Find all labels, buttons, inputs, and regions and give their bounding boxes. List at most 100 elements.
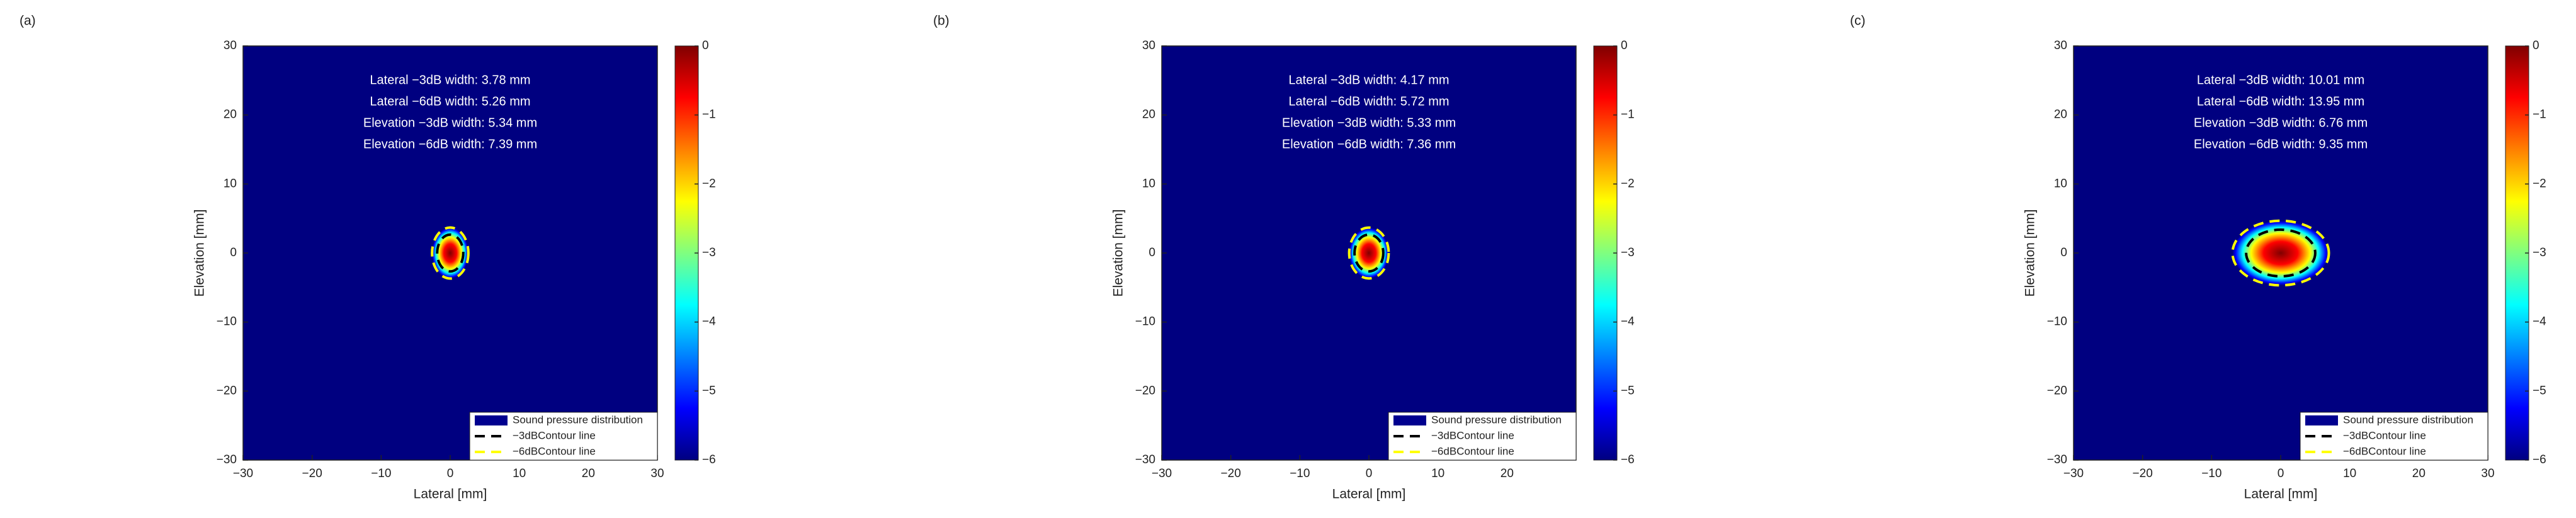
colorbar-tick-label: −1 <box>1621 108 1635 121</box>
y-tick-label: 20 <box>224 108 237 121</box>
annotation: Elevation −6dB width: 9.35 mm <box>2194 137 2368 151</box>
legend-label: −6dBContour line <box>2343 445 2426 457</box>
x-tick-label: −10 <box>371 467 391 480</box>
contour-6db <box>2231 219 2330 287</box>
y-tick-label: −30 <box>1135 453 1155 466</box>
x-tick-label: 20 <box>582 467 595 480</box>
contour-6db <box>1348 226 1390 280</box>
colorbar-tick-label: −5 <box>1621 384 1635 397</box>
contour-3db <box>436 233 465 273</box>
contour-3db <box>1353 233 1385 273</box>
x-tick-label: 10 <box>2343 467 2356 480</box>
y-axis-label: Elevation [mm] <box>1111 210 1126 297</box>
x-tick-label: −10 <box>1290 467 1310 480</box>
x-tick-label: −30 <box>1152 467 1172 480</box>
colorbar-tick-label: −4 <box>702 315 716 329</box>
y-tick-label: 0 <box>2060 246 2067 259</box>
colorbar <box>2505 45 2529 461</box>
legend-label: −6dBContour line <box>1431 445 1514 457</box>
y-tick-label: 30 <box>1142 39 1155 52</box>
x-tick-label: 30 <box>2481 467 2494 480</box>
panel-label: (c) <box>1850 14 1866 28</box>
colorbar-tick-label: −1 <box>702 108 716 121</box>
annotation: Lateral −6dB width: 13.95 mm <box>2197 94 2364 108</box>
y-tick-label: −10 <box>1135 315 1155 329</box>
legend-label: Sound pressure distribution <box>513 414 643 425</box>
y-tick-label: 30 <box>224 39 237 52</box>
colorbar-tick-label: −6 <box>1621 453 1635 466</box>
y-tick-label: −10 <box>217 315 237 329</box>
annotation: Elevation −6dB width: 7.39 mm <box>363 137 537 151</box>
contour-6db <box>431 226 470 280</box>
x-tick-label: −10 <box>2201 467 2221 480</box>
x-tick-label: 10 <box>513 467 526 480</box>
colorbar-tick-label: −3 <box>2533 246 2546 259</box>
x-axis-label: Lateral [mm] <box>1332 487 1406 502</box>
legend-label: −3dBContour line <box>1431 429 1514 441</box>
colorbar-tick-label: −4 <box>1621 315 1635 329</box>
y-tick-label: 10 <box>2054 177 2067 190</box>
colorbar-tick-label: −6 <box>2533 453 2546 466</box>
colorbar-tick-label: −2 <box>702 177 716 190</box>
y-tick-label: 10 <box>1142 177 1155 190</box>
y-tick-label: −10 <box>2047 315 2067 329</box>
contour-3db <box>2245 228 2317 278</box>
y-tick-label: 20 <box>2054 108 2067 121</box>
x-tick-label: −20 <box>1221 467 1241 480</box>
colorbar-tick-label: −5 <box>702 384 716 397</box>
legend-label: −3dBContour line <box>513 429 596 441</box>
y-tick-label: −30 <box>217 453 237 466</box>
y-tick-label: 0 <box>230 246 237 259</box>
annotation: Elevation −3dB width: 5.33 mm <box>1282 116 1456 130</box>
panel-label: (b) <box>933 14 950 28</box>
y-tick-label: −20 <box>2047 384 2067 397</box>
x-tick-label: 20 <box>2412 467 2426 480</box>
y-tick-label: 0 <box>1149 246 1155 259</box>
colorbar-tick-label: −2 <box>2533 177 2546 190</box>
annotation: Lateral −3dB width: 3.78 mm <box>370 73 530 87</box>
y-tick-label: 10 <box>224 177 237 190</box>
legend-label: Sound pressure distribution <box>1431 414 1562 425</box>
y-tick-label: −30 <box>2047 453 2067 466</box>
legend-label: −6dBContour line <box>513 445 596 457</box>
x-tick-label: −30 <box>233 467 253 480</box>
y-axis-label: Elevation [mm] <box>193 210 207 297</box>
colorbar-tick-label: −6 <box>702 453 716 466</box>
y-tick-label: −20 <box>217 384 237 397</box>
colorbar-tick-label: −4 <box>2533 315 2546 329</box>
annotation: Lateral −6dB width: 5.26 mm <box>370 94 530 108</box>
legend-swatch <box>1393 415 1426 425</box>
legend-label: −3dBContour line <box>2343 429 2426 441</box>
colorbar-tick-label: −5 <box>2533 384 2546 397</box>
colorbar-tick-label: −3 <box>1621 246 1635 259</box>
x-tick-label: 0 <box>447 467 454 480</box>
annotation: Lateral −3dB width: 10.01 mm <box>2197 73 2364 87</box>
colorbar <box>674 45 699 461</box>
colorbar-tick-label: 0 <box>702 39 709 52</box>
annotation: Elevation −3dB width: 5.34 mm <box>363 116 537 130</box>
x-tick-label: −30 <box>2063 467 2084 480</box>
y-tick-label: −20 <box>1135 384 1155 397</box>
colorbar-tick-label: 0 <box>2533 39 2539 52</box>
y-axis-label: Elevation [mm] <box>2023 210 2038 297</box>
x-tick-label: 30 <box>650 467 664 480</box>
panel-label: (a) <box>20 14 36 28</box>
annotation: Lateral −6dB width: 5.72 mm <box>1288 94 1449 108</box>
x-tick-label: −20 <box>302 467 322 480</box>
legend-swatch <box>2305 415 2338 425</box>
colorbar-tick-label: −2 <box>1621 177 1635 190</box>
annotation: Elevation −3dB width: 6.76 mm <box>2194 116 2368 130</box>
annotation: Elevation −6dB width: 7.36 mm <box>1282 137 1456 151</box>
annotation: Lateral −3dB width: 4.17 mm <box>1288 73 1449 87</box>
x-tick-label: 0 <box>2278 467 2284 480</box>
y-tick-label: 20 <box>1142 108 1155 121</box>
colorbar-tick-label: −1 <box>2533 108 2546 121</box>
legend-swatch <box>475 415 508 425</box>
x-axis-label: Lateral [mm] <box>2244 487 2318 502</box>
colorbar-tick-label: −3 <box>702 246 716 259</box>
colorbar-tick-label: 0 <box>1621 39 1628 52</box>
x-tick-label: 0 <box>1366 467 1373 480</box>
y-tick-label: 30 <box>2054 39 2067 52</box>
legend-label: Sound pressure distribution <box>2343 414 2473 425</box>
